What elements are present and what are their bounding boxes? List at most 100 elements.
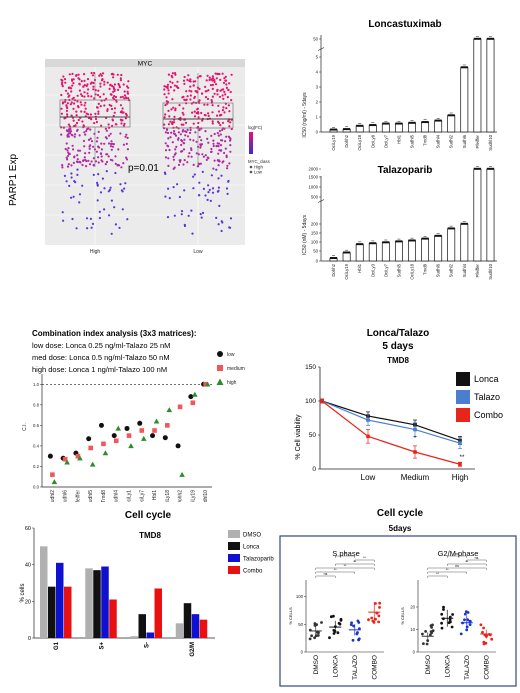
- data-point: [207, 112, 210, 115]
- cell-cycle-5days-frame: [279, 535, 517, 687]
- data-point: [366, 434, 370, 439]
- data-point: [87, 88, 90, 91]
- data-point: [216, 190, 219, 193]
- data-point: [164, 156, 168, 159]
- data-point: [198, 163, 201, 166]
- data-point: [217, 159, 221, 162]
- significance-label: **: [446, 568, 449, 572]
- data-point: [78, 78, 81, 81]
- data-point: [217, 186, 220, 189]
- data-point: [97, 156, 100, 159]
- data-point: [78, 89, 81, 92]
- data-point: [110, 107, 114, 111]
- data-point: [110, 232, 113, 235]
- data-point: [119, 96, 122, 99]
- data-point: [82, 85, 85, 88]
- data-point: [224, 140, 227, 143]
- y-tick-label: 50: [298, 622, 303, 627]
- legend-marker: [217, 351, 223, 357]
- data-point: [225, 107, 228, 110]
- data-point: [106, 109, 109, 112]
- data-point: [213, 132, 216, 136]
- bar: [355, 125, 364, 133]
- data-point: [190, 400, 196, 406]
- x-tick-label: LONCA: [332, 654, 339, 677]
- data-point: [187, 155, 190, 158]
- data-point: [183, 159, 186, 162]
- data-point: [226, 167, 229, 170]
- legend-label: Talazoparib: [243, 557, 274, 563]
- data-point: [440, 626, 444, 630]
- data-point: [75, 121, 79, 125]
- data-point: [96, 136, 99, 139]
- data-point: [219, 78, 222, 81]
- x-tick-label: Medium: [401, 473, 430, 482]
- data-point: [459, 632, 463, 636]
- data-point: [170, 74, 173, 77]
- axis-break: [317, 47, 325, 51]
- data-point: [224, 147, 227, 150]
- data-point: [190, 147, 193, 150]
- data-point: [83, 104, 86, 107]
- data-point: [217, 223, 220, 226]
- data-point: [208, 188, 211, 191]
- data-point: [71, 134, 74, 137]
- significance-label: **: [363, 556, 366, 560]
- bar-cap: [369, 242, 377, 245]
- data-point: [377, 620, 380, 624]
- data-point: [97, 173, 100, 176]
- bar: [447, 228, 456, 262]
- data-point: [164, 142, 167, 145]
- bar: [421, 238, 430, 262]
- data-point: [67, 133, 70, 136]
- data-point: [215, 168, 218, 171]
- data-point: [85, 165, 88, 168]
- data-point: [482, 640, 486, 644]
- data-point: [118, 84, 121, 87]
- data-point: [173, 214, 176, 217]
- data-point: [216, 93, 219, 96]
- data-point: [119, 77, 122, 80]
- x-tick-label: S-: [145, 642, 151, 648]
- bar: [394, 241, 403, 262]
- data-point: [195, 152, 198, 155]
- data-point: [125, 158, 129, 161]
- data-point: [82, 159, 85, 162]
- legend-swatch: [456, 372, 470, 386]
- data-point: [180, 213, 183, 216]
- bar: [368, 243, 377, 262]
- data-point: [210, 134, 213, 137]
- data-point: [124, 182, 127, 185]
- data-point: [221, 161, 224, 164]
- data-point: [125, 114, 128, 117]
- y-tick-label: 1000: [308, 185, 318, 190]
- data-point: [320, 399, 324, 403]
- data-point: [218, 73, 221, 76]
- data-point: [114, 162, 117, 165]
- data-point: [451, 613, 454, 616]
- data-point: [207, 114, 210, 117]
- data-point: [81, 120, 84, 123]
- data-point: [370, 616, 374, 620]
- data-point: [103, 187, 106, 190]
- data-point: [464, 610, 468, 613]
- x-tick-label: Dohh2: [331, 263, 336, 276]
- bar-cap: [473, 167, 481, 170]
- data-point: [204, 194, 207, 197]
- x-tick-label: Hbl1: [357, 263, 362, 272]
- x-tick-label: High: [452, 473, 468, 482]
- data-point: [89, 217, 92, 220]
- data-point: [92, 164, 95, 167]
- y-tick-label: 0.2: [33, 464, 40, 469]
- data-point: [72, 161, 75, 164]
- data-point: [192, 122, 195, 125]
- bar: [355, 243, 364, 262]
- data-point: [218, 129, 221, 133]
- x-tick-label: OciLy19: [190, 490, 196, 502]
- data-point: [171, 141, 174, 144]
- data-point: [78, 83, 81, 86]
- data-point: [206, 97, 210, 101]
- data-point: [87, 95, 90, 98]
- data-point: [448, 618, 452, 622]
- data-point: [172, 186, 175, 189]
